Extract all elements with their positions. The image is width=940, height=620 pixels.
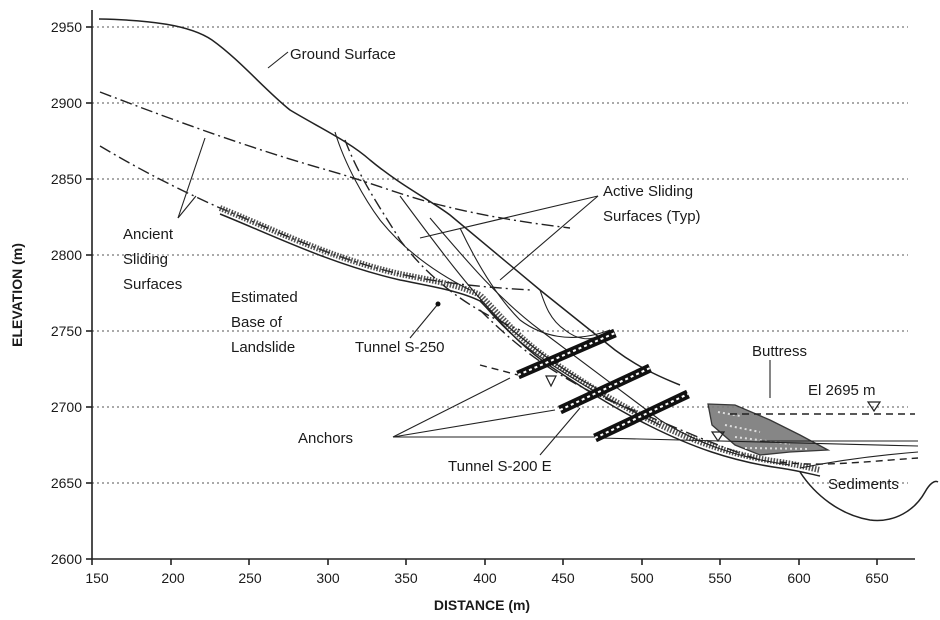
water-level-marker-triangle — [710, 431, 726, 443]
y-tick-label-2800: 2800 — [51, 247, 82, 263]
x-ticks — [91, 559, 878, 565]
y-tick-label-2900: 2900 — [51, 95, 82, 111]
y-tick-label-2700: 2700 — [51, 399, 82, 415]
y-ticks — [86, 26, 92, 560]
x-tick-label-400: 400 — [473, 570, 497, 586]
y-axis-label: ELEVATION (m) — [9, 243, 25, 347]
x-tick-labels: 150 200 250 300 350 400 450 500 550 600 … — [85, 570, 889, 586]
tunnel-s250-extension — [479, 364, 519, 376]
label-ground-surface: Ground Surface — [290, 46, 396, 63]
x-tick-label-300: 300 — [316, 570, 340, 586]
buttress-pattern — [717, 411, 811, 450]
y-tick-labels: 2950 2900 2850 2800 2750 2700 2650 2600 — [51, 19, 82, 567]
tunnel-s250-dot — [435, 301, 441, 307]
ancient-sliding-surface-upper — [99, 91, 571, 229]
active-leader-1 — [419, 195, 599, 239]
label-active-line-2: Surfaces (Typ) — [603, 208, 701, 225]
label-base-line-1: Estimated — [231, 289, 298, 306]
x-tick-label-200: 200 — [161, 570, 185, 586]
y-tick-label-2650: 2650 — [51, 475, 82, 491]
label-tunnel-s250: Tunnel S-250 — [355, 339, 445, 356]
y-tick-label-2950: 2950 — [51, 19, 82, 35]
tunnels — [479, 328, 690, 443]
y-tick-label-2850: 2850 — [51, 171, 82, 187]
y-tick-label-2750: 2750 — [51, 323, 82, 339]
x-tick-label-350: 350 — [394, 570, 418, 586]
tunnel-s200-leader — [539, 407, 581, 456]
valley-floor-line-lower — [599, 437, 919, 447]
x-tick-label-650: 650 — [865, 570, 889, 586]
gridlines — [92, 26, 908, 484]
x-tick-label-450: 450 — [551, 570, 575, 586]
ground-surface-leader — [267, 51, 289, 69]
y-tick-label-2600: 2600 — [51, 551, 82, 567]
ground-surface-profile — [98, 18, 681, 386]
x-tick-label-150: 150 — [85, 570, 109, 586]
x-tick-label-550: 550 — [708, 570, 732, 586]
sediments-dashed-line — [779, 457, 919, 465]
ancient-leader-2 — [177, 195, 197, 219]
axes — [91, 10, 915, 560]
sediments-top-line — [799, 451, 919, 469]
active-leader-2 — [499, 195, 599, 281]
label-ancient-line-1: Ancient — [123, 226, 174, 243]
ancient-leader-1 — [177, 137, 206, 219]
estimated-base-landslide-band — [218, 205, 821, 473]
el-2695-marker-triangle — [866, 401, 882, 413]
label-anchors: Anchors — [298, 430, 353, 447]
leader-lines — [177, 51, 771, 456]
anchors-leader-1 — [392, 377, 511, 438]
sediments-basin-profile — [799, 471, 939, 522]
label-ancient-line-3: Surfaces — [123, 276, 182, 293]
annotations: Ground Surface Ancient Sliding Surfaces … — [123, 46, 899, 493]
x-tick-label-500: 500 — [630, 570, 654, 586]
ancient-sliding-surface-lower — [99, 145, 531, 291]
x-tick-label-600: 600 — [787, 570, 811, 586]
label-sediments: Sediments — [828, 476, 899, 493]
tunnel-s250-marker — [545, 375, 557, 388]
label-ancient-line-2: Sliding — [123, 251, 168, 268]
x-tick-label-250: 250 — [238, 570, 262, 586]
label-active-line-1: Active Sliding — [603, 183, 693, 200]
label-tunnel-s200: Tunnel S-200 E — [448, 458, 552, 475]
x-axis-label: DISTANCE (m) — [434, 597, 530, 613]
label-base-line-2: Base of — [231, 314, 283, 331]
label-base-line-3: Landslide — [231, 339, 295, 356]
buttress-fill — [707, 403, 831, 456]
anchors-leader-2 — [392, 409, 556, 438]
tunnel-upper — [516, 328, 617, 380]
tunnel-s250-leader — [409, 303, 439, 339]
label-el-2695: El 2695 m — [808, 382, 876, 399]
label-buttress: Buttress — [752, 343, 807, 360]
